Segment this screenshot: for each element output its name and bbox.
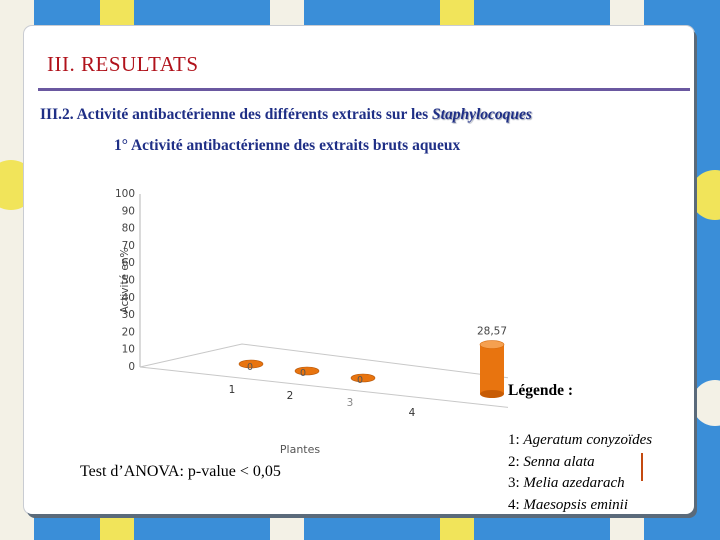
legend-species: Senna alata <box>523 453 595 470</box>
legend-item-3: 3: Melia azedarach <box>508 473 652 495</box>
legend-number: 1: <box>508 432 520 448</box>
bar-disc <box>350 373 376 383</box>
data-label: 0 <box>247 362 253 373</box>
subtitle-emphasis: Staphylocoques <box>432 106 532 123</box>
y-tick-label: 90 <box>122 205 135 217</box>
slide-title: III. RESULTATS <box>47 52 199 76</box>
x-tick-label: 3 <box>347 397 354 409</box>
bar-chart: 0 10 20 30 40 50 60 70 80 90 100 Activité en% 0 0 0 28,… <box>115 188 508 456</box>
y-tick-label: 10 <box>122 344 135 356</box>
legend-species: Melia azedarach <box>523 475 625 491</box>
subtitle-text: III.2. Activité antibactérienne des diff… <box>40 106 433 123</box>
data-label: 28,57 <box>477 326 507 338</box>
y-tick-label: 30 <box>122 309 135 321</box>
floor-plane <box>139 343 508 408</box>
bar-top <box>479 340 505 349</box>
y-tick-label: 80 <box>122 223 135 235</box>
bar-body <box>480 344 504 394</box>
x-tick-label: 2 <box>287 390 294 402</box>
text-cursor <box>641 453 643 481</box>
background-swirl-decoration <box>690 170 720 220</box>
slide-subtitle: III.2. Activité antibactérienne des diff… <box>40 106 532 124</box>
y-axis-label: Activité en% <box>119 248 131 314</box>
legend-number: 3: <box>508 475 520 491</box>
legend-item-4: 4: Maesopsis eminii <box>508 495 652 517</box>
title-rule <box>38 88 690 91</box>
y-tick-label: 60 <box>122 257 135 269</box>
slide-panel: III. RESULTATS III.2. Activité antibacté… <box>24 26 694 514</box>
bar-disc <box>238 359 264 369</box>
legend-number: 4: <box>508 496 520 513</box>
legend-title: Légende : <box>508 382 574 399</box>
background-swirl-decoration <box>692 380 720 426</box>
y-tick-label: 0 <box>128 361 135 373</box>
y-tick-label: 20 <box>122 326 135 338</box>
y-tick-label: 40 <box>122 292 135 304</box>
legend-species: Ageratum conyzoïdes <box>523 432 653 448</box>
y-tick-label: 100 <box>115 188 135 200</box>
data-label: 0 <box>357 375 363 386</box>
anova-result: Test d’ANOVA: p-value < 0,05 <box>80 463 281 480</box>
data-label: 0 <box>300 368 306 379</box>
x-axis-label: Plantes <box>280 443 320 456</box>
legend-number: 2: <box>508 453 520 470</box>
y-tick-label: 70 <box>122 240 135 252</box>
legend-item-1: 1: Ageratum conyzoïdes <box>508 430 652 452</box>
x-tick-label: 1 <box>229 384 236 396</box>
x-tick-label: 4 <box>409 407 416 419</box>
legend-species: Maesopsis eminii <box>523 496 628 513</box>
bar-disc <box>294 366 320 376</box>
legend: Légende : 1: Ageratum conyzoïdes 2: Senn… <box>508 382 652 516</box>
bar-base <box>480 390 504 398</box>
legend-item-2: 2: Senna alata <box>508 452 652 474</box>
y-tick-label: 50 <box>122 275 135 287</box>
section-heading: 1° Activité antibactérienne des extraits… <box>114 137 461 154</box>
